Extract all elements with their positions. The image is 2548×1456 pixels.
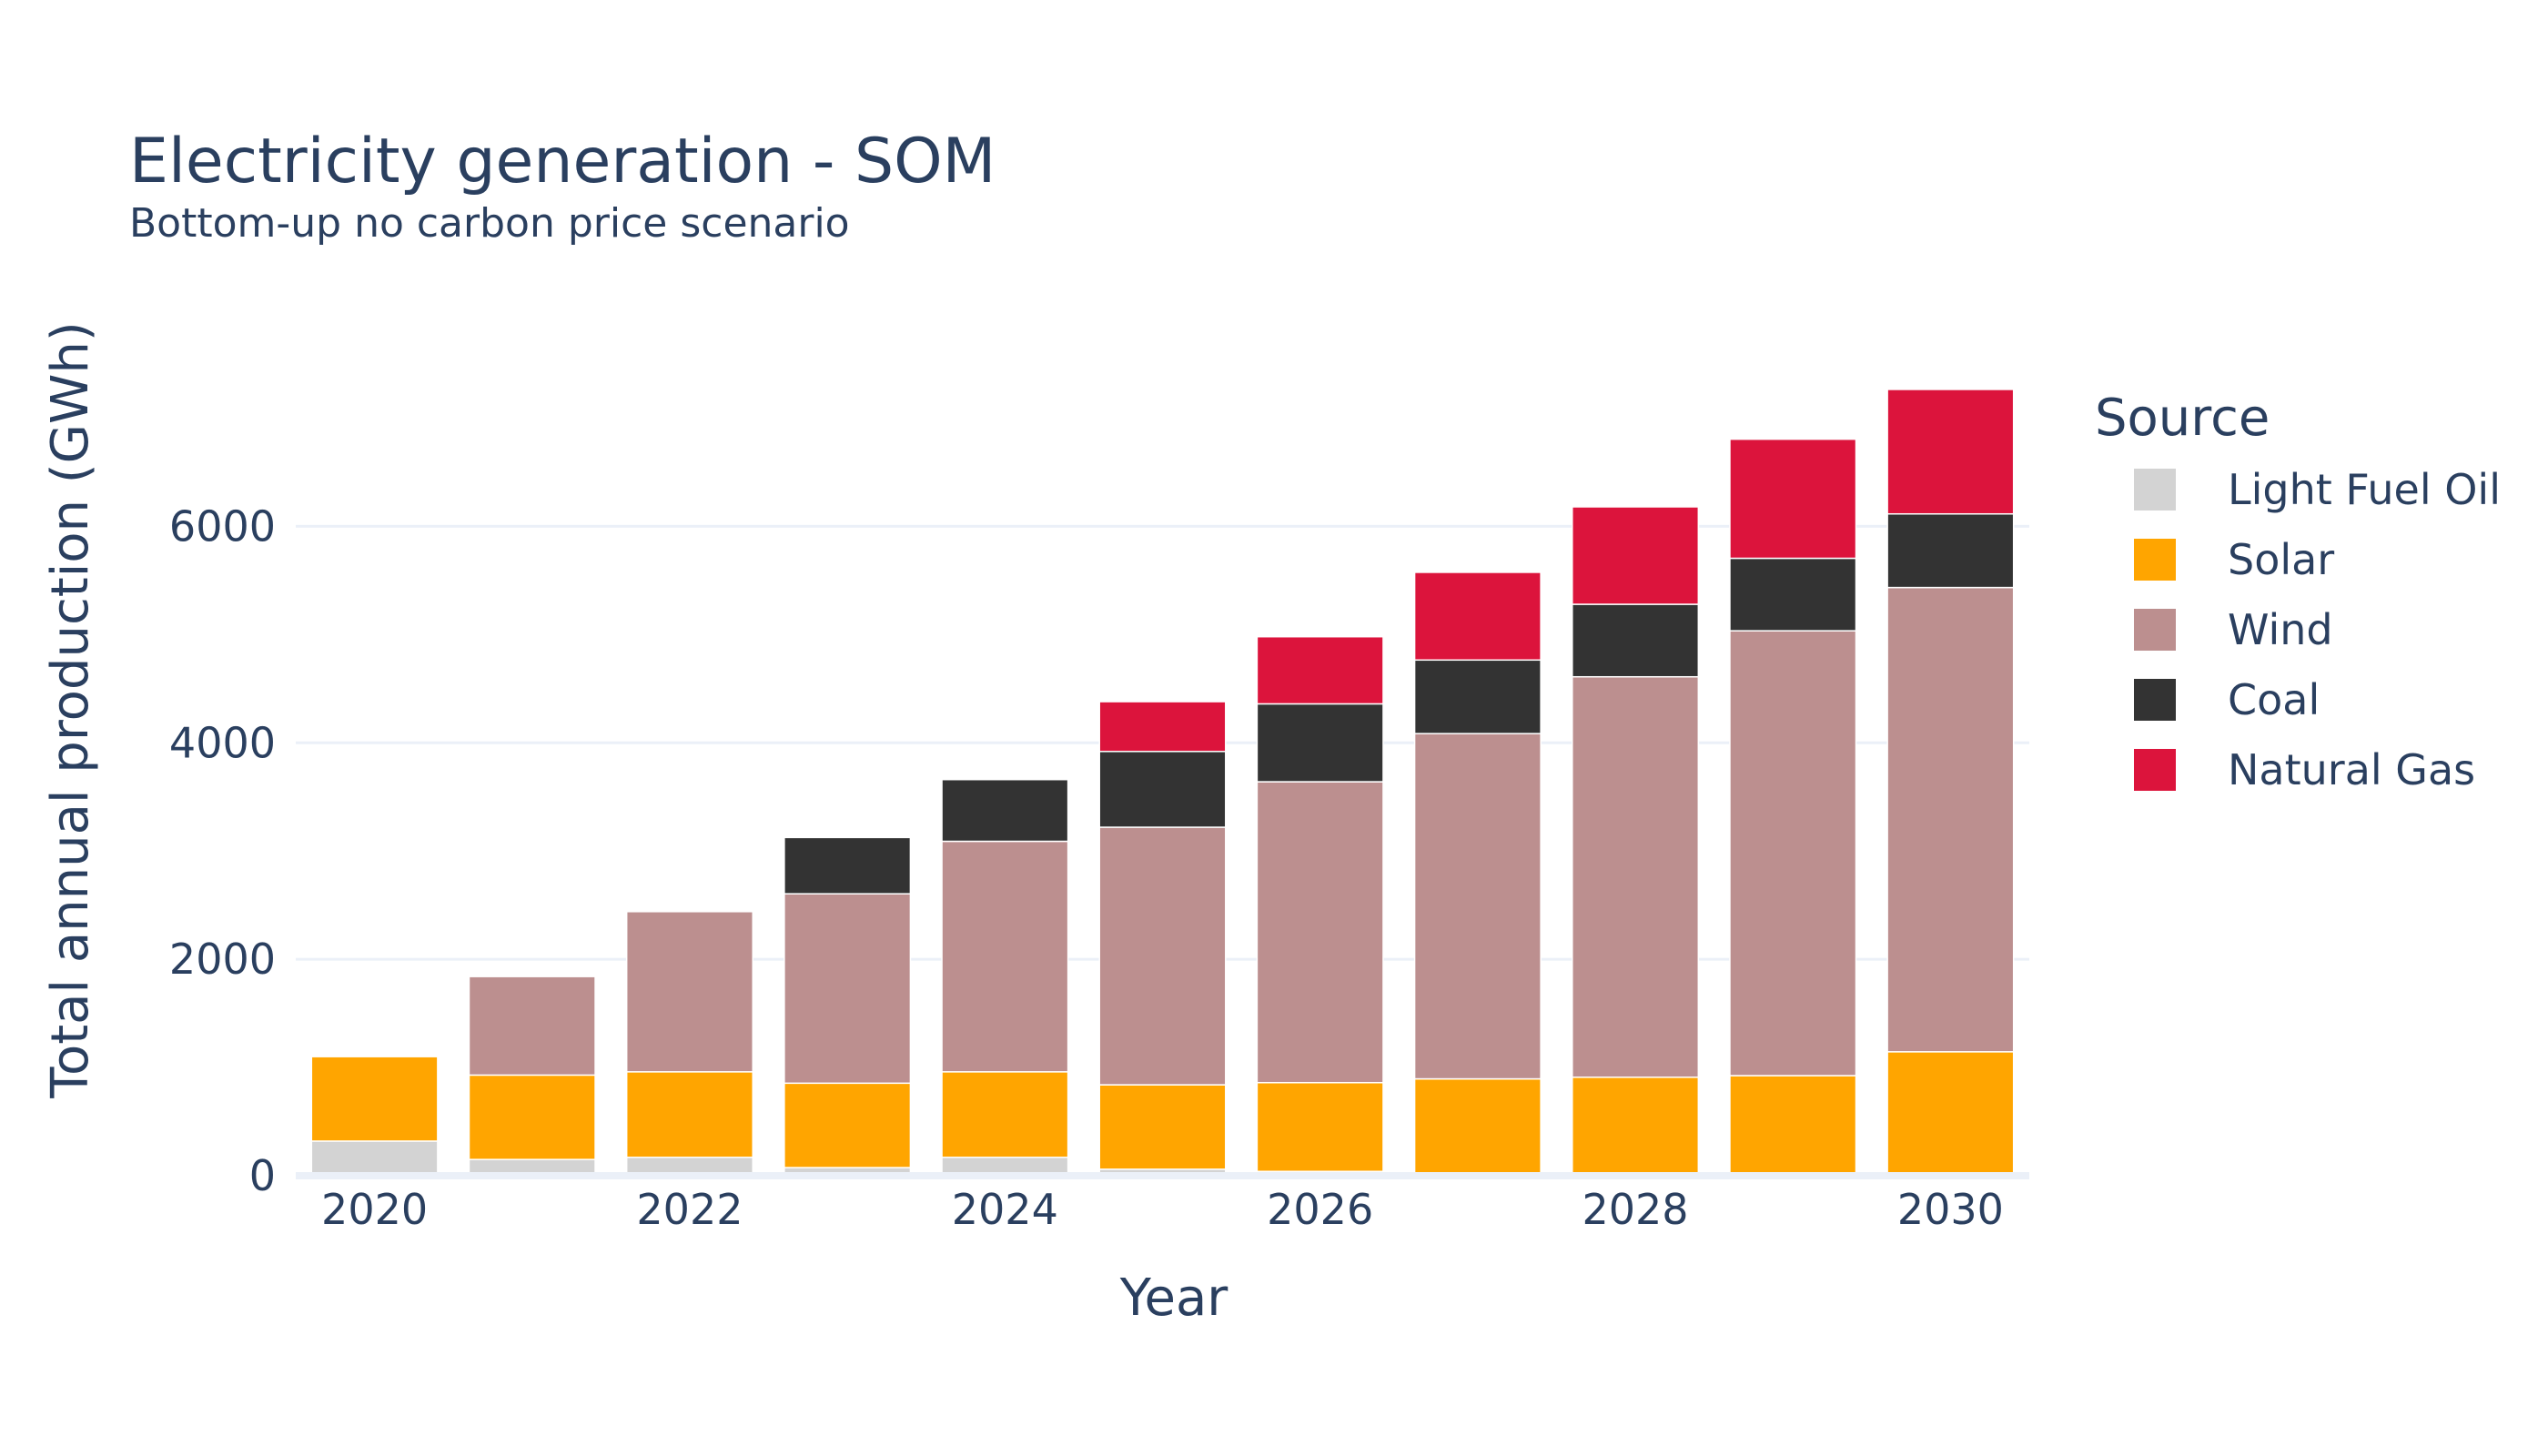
x-tick-label: 2028 <box>1582 1185 1689 1234</box>
bar-natural-gas <box>1886 389 2015 515</box>
y-tick-label: 6000 <box>169 501 276 551</box>
bar-wind <box>1098 826 1227 1086</box>
bar-solar <box>310 1056 439 1142</box>
bar-coal <box>1098 751 1227 828</box>
bar-natural-gas <box>1729 438 1857 560</box>
bar-coal <box>1886 512 2015 589</box>
bar-solar <box>1256 1081 1384 1172</box>
bar-solar <box>941 1071 1069 1158</box>
bar-solar <box>784 1082 912 1168</box>
legend-swatch-light-fuel-oil <box>2134 469 2176 511</box>
bar-wind <box>1729 630 1857 1077</box>
bar-solar <box>1729 1075 1857 1175</box>
bar-natural-gas <box>1413 571 1542 662</box>
x-tick-label: 2020 <box>321 1185 428 1234</box>
legend: Source Light Fuel Oil Solar Wind Coal Natura… <box>2095 389 2501 794</box>
bar-solar <box>1572 1077 1700 1175</box>
legend-label-light-fuel-oil: Light Fuel Oil <box>2228 465 2501 514</box>
bar-natural-gas <box>1572 506 1700 605</box>
bar-wind <box>468 976 596 1077</box>
bar-coal <box>1256 703 1384 783</box>
x-tick-labels: 2020 2022 2024 2026 2028 2030 <box>321 1185 2004 1234</box>
bar-wind <box>1413 733 1542 1080</box>
bar-wind <box>941 840 1069 1073</box>
bar-solar <box>1886 1051 2015 1175</box>
legend-label-solar: Solar <box>2228 535 2334 584</box>
x-tick-label: 2026 <box>1267 1185 1373 1234</box>
bar-wind <box>1886 586 2015 1053</box>
bar-solar <box>1098 1084 1227 1170</box>
bar-coal <box>784 836 912 895</box>
bar-wind <box>625 911 753 1073</box>
legend-title: Source <box>2095 389 2270 448</box>
bar-light-fuel-oil <box>310 1140 439 1177</box>
bar-solar <box>625 1071 753 1158</box>
zero-line <box>296 1172 2029 1179</box>
bars <box>310 389 2015 1177</box>
bar-coal <box>1572 603 1700 678</box>
y-axis-title: Total annual production (GWh) <box>41 321 100 1099</box>
bar-natural-gas <box>1098 701 1227 753</box>
legend-label-natural-gas: Natural Gas <box>2228 745 2475 794</box>
legend-swatch-natural-gas <box>2134 749 2176 791</box>
bar-coal <box>941 778 1069 843</box>
bar-wind <box>1256 781 1384 1084</box>
y-tick-label: 4000 <box>169 718 276 767</box>
x-axis-title: Year <box>1119 1269 1229 1328</box>
y-tick-labels: 0 2000 4000 6000 <box>169 501 276 1200</box>
legend-swatch-wind <box>2134 609 2176 651</box>
chart-subtitle: Bottom-up no carbon price scenario <box>129 200 850 247</box>
chart-title: Electricity generation - SOM <box>129 126 996 197</box>
x-tick-label: 2030 <box>1897 1185 2004 1234</box>
x-tick-label: 2022 <box>636 1185 743 1234</box>
bar-wind <box>784 893 912 1085</box>
y-tick-label: 0 <box>249 1151 276 1200</box>
bar-natural-gas <box>1256 635 1384 705</box>
legend-label-coal: Coal <box>2228 675 2320 724</box>
legend-swatch-coal <box>2134 679 2176 721</box>
bar-solar <box>468 1074 596 1160</box>
bar-wind <box>1572 675 1700 1078</box>
legend-label-wind: Wind <box>2228 605 2333 654</box>
x-tick-label: 2024 <box>952 1185 1058 1234</box>
bar-coal <box>1413 659 1542 734</box>
bar-solar <box>1413 1077 1542 1174</box>
y-tick-label: 2000 <box>169 935 276 984</box>
bar-coal <box>1729 557 1857 632</box>
legend-swatch-solar <box>2134 539 2176 581</box>
